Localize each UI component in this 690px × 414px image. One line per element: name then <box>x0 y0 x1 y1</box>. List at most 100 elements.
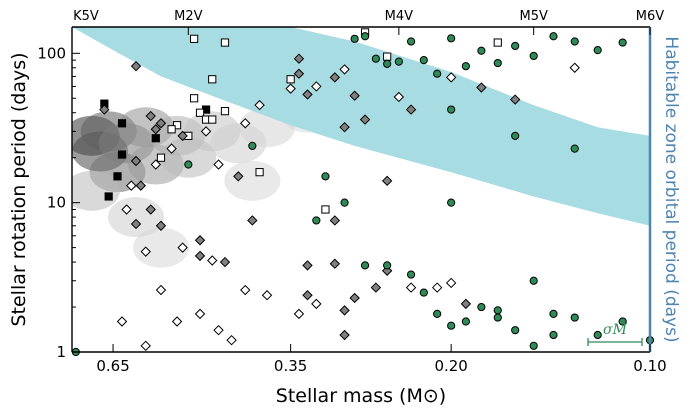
gray-diamond-point <box>150 124 162 135</box>
gray-diamond-point <box>293 68 305 79</box>
open-diamond-point <box>311 298 322 310</box>
green-circle-point <box>184 160 193 169</box>
green-circle-point <box>570 313 579 322</box>
gray-diamond-point <box>329 215 341 226</box>
open-diamond-point <box>445 277 457 289</box>
gray-diamond-point <box>177 130 188 142</box>
open-square-point <box>255 168 264 177</box>
green-circle-point <box>340 198 349 207</box>
open-diamond-point <box>293 308 305 320</box>
green-circle-point <box>447 321 456 330</box>
green-circle-point <box>549 330 558 340</box>
gray-diamond-point <box>99 104 110 115</box>
density-cluster <box>224 160 281 201</box>
x-tick-label: 0.10 <box>633 357 666 375</box>
gray-diamond-point <box>405 104 417 115</box>
gray-diamond-point <box>460 298 472 310</box>
open-diamond-point <box>200 126 212 137</box>
open-diamond-point <box>140 340 151 352</box>
green-circle-point <box>549 32 558 41</box>
green-circle-point <box>371 54 380 63</box>
gray-diamond-point <box>247 215 258 226</box>
gray-diamond-point <box>370 282 382 293</box>
gray-diamond-point <box>219 256 231 268</box>
density-cluster <box>72 170 120 211</box>
x-tick-label: 0.35 <box>274 357 307 375</box>
green-circle-point <box>248 141 257 150</box>
open-diamond-point <box>150 159 162 170</box>
green-circle-point <box>312 216 321 225</box>
x-tick-label: 0.65 <box>96 357 129 375</box>
open-square-point <box>321 205 330 214</box>
green-circle-point <box>618 38 627 47</box>
open-diamond-point <box>116 316 128 327</box>
gray-diamond-point <box>349 90 360 101</box>
gray-diamond-point <box>130 60 142 72</box>
green-circle-point <box>447 198 456 207</box>
open-diamond-point <box>140 246 151 257</box>
gray-diamond-point <box>509 94 521 105</box>
green-circle-point <box>350 34 359 43</box>
x-tick-label: 0.20 <box>434 357 467 375</box>
open-square-point <box>383 52 392 61</box>
open-diamond-point <box>240 284 251 296</box>
open-square-point <box>208 75 217 84</box>
green-circle-point <box>529 276 538 285</box>
filled-square-point <box>151 134 160 143</box>
green-circle-point <box>433 69 442 78</box>
open-diamond-point <box>213 324 224 336</box>
green-circle-point <box>493 306 502 315</box>
green-circle-point <box>360 261 370 270</box>
gray-diamond-point <box>155 220 167 231</box>
top-tick-label: M2V <box>174 9 202 24</box>
gray-diamond-point <box>339 305 350 316</box>
green-circle-point <box>394 57 403 66</box>
habitable-zone-band <box>72 27 650 226</box>
open-square-point <box>190 34 199 43</box>
gray-diamond-point <box>302 89 313 100</box>
open-square-point <box>220 38 230 47</box>
open-diamond-point <box>311 81 322 92</box>
open-square-point <box>493 38 502 47</box>
gray-diamond-point <box>155 118 167 129</box>
green-circle-point <box>549 309 558 318</box>
gray-diamond-point <box>145 110 156 122</box>
green-circle-point <box>511 41 520 51</box>
open-diamond-point <box>285 83 296 94</box>
gray-diamond-point <box>293 53 305 64</box>
open-diamond-point <box>155 284 167 296</box>
green-circle-point <box>477 46 486 55</box>
open-diamond-point <box>431 282 443 293</box>
open-diamond-point <box>393 91 405 103</box>
gray-diamond-point <box>135 180 147 191</box>
gray-diamond-point <box>194 235 206 246</box>
habitable-zone-layer <box>72 27 650 226</box>
green-circle-point <box>570 37 579 46</box>
green-circle-point <box>406 270 416 279</box>
gray-diamond-point <box>302 260 313 271</box>
gray-diamond-point <box>339 329 350 341</box>
top-tick-label: K5V <box>73 9 99 24</box>
green-circle-point <box>593 330 602 340</box>
green-circle-point <box>511 131 520 140</box>
green-circle-point <box>461 62 470 71</box>
green-circle-point <box>321 172 330 181</box>
open-diamond-point <box>207 255 218 266</box>
right-axis-title: Habitable zone orbital period (days) <box>661 36 681 342</box>
data-points-layer <box>71 28 655 357</box>
green-circle-point <box>383 261 392 270</box>
gray-diamond-point <box>329 258 341 269</box>
open-diamond-point <box>240 118 251 129</box>
green-circle-point <box>618 317 627 326</box>
filled-square-point <box>104 192 113 201</box>
green-circle-point <box>529 51 538 61</box>
gray-diamond-point <box>381 175 393 187</box>
gray-diamond-point <box>349 292 360 304</box>
gray-diamond-point <box>145 204 156 215</box>
y-tick-label: 10 <box>47 194 66 212</box>
green-circle-point <box>447 34 456 43</box>
green-circle-point <box>493 313 502 322</box>
labels-layer: 1 10 100 0.65 0.35 0.20 0.10 K5V M2V M4V M5V M6V Ste… <box>8 9 681 407</box>
open-square-point <box>167 125 176 134</box>
open-square-point <box>156 153 166 162</box>
